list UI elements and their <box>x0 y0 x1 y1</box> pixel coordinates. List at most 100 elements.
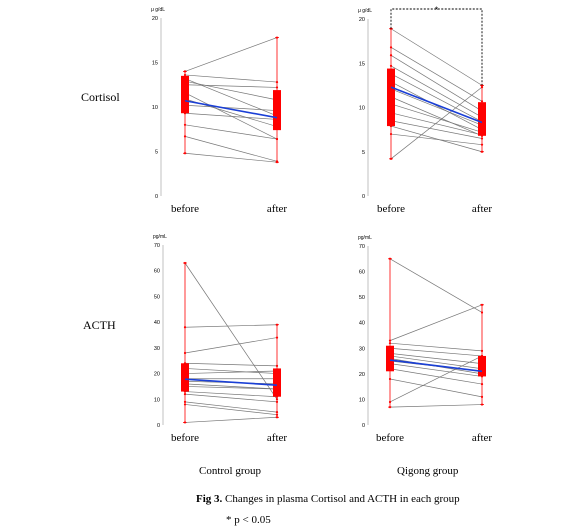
subject-line <box>390 133 483 146</box>
y-tick-label: 30 <box>154 346 160 352</box>
iqr-box <box>478 102 486 136</box>
y-tick-label: 40 <box>359 321 365 327</box>
subject-line <box>389 368 483 385</box>
subject-point <box>389 157 393 160</box>
subject-line <box>389 355 483 403</box>
row-label-acth: ACTH <box>83 318 116 332</box>
subject-line <box>389 378 483 398</box>
y-tick-label: 20 <box>359 372 365 378</box>
y-tick-label: 10 <box>359 106 365 112</box>
y-axis-unit-label: pg/mL <box>358 235 372 241</box>
subject-point <box>389 64 393 68</box>
subject-point <box>388 377 392 381</box>
x-category-label: after <box>267 203 287 215</box>
subject-point <box>275 86 279 89</box>
x-category-label: before <box>377 203 405 215</box>
subject-point <box>183 261 187 265</box>
subject-point <box>183 403 187 406</box>
y-tick-label: 5 <box>362 150 365 156</box>
subject-line <box>390 65 483 118</box>
subject-line <box>390 54 483 112</box>
y-tick-label: 0 <box>157 423 160 429</box>
subject-point <box>480 100 484 103</box>
subject-line <box>184 393 278 403</box>
y-tick-label: 50 <box>359 295 365 301</box>
subject-line <box>184 383 278 390</box>
subject-line <box>184 112 278 120</box>
subject-point <box>480 143 484 146</box>
y-tick-label: 15 <box>359 61 365 67</box>
subject-line <box>184 362 278 367</box>
y-tick-label: 70 <box>359 244 365 250</box>
subject-point <box>183 400 187 403</box>
y-axis-unit-label: μ g/dL <box>151 7 165 13</box>
subject-point <box>275 398 279 401</box>
y-tick-label: 20 <box>359 17 365 23</box>
group-label-control: Control group <box>199 465 262 477</box>
subject-line <box>184 136 278 162</box>
subject-line <box>184 84 278 88</box>
subject-line <box>389 353 483 364</box>
subject-line <box>184 80 278 101</box>
subject-point <box>388 406 392 409</box>
subject-line <box>184 124 278 140</box>
y-tick-label: 20 <box>154 372 160 378</box>
iqr-box <box>387 68 395 127</box>
subject-point <box>275 161 279 164</box>
iqr-box <box>386 345 394 372</box>
subject-line <box>184 416 278 423</box>
subject-line <box>184 104 278 111</box>
subject-line <box>390 103 483 133</box>
subject-line <box>184 386 278 390</box>
y-tick-label: 0 <box>362 423 365 429</box>
x-category-label: before <box>171 432 199 444</box>
subject-line <box>390 120 483 139</box>
subject-point <box>275 413 279 416</box>
subject-line <box>389 363 483 377</box>
x-category-label: after <box>472 432 492 444</box>
subject-line <box>389 258 483 313</box>
subject-point <box>275 364 279 367</box>
subject-line <box>184 368 278 374</box>
subject-point <box>388 339 392 342</box>
figure-caption-text: Changes in plasma Cortisol and ACTH in e… <box>225 493 460 505</box>
subject-point <box>183 393 187 396</box>
significance-note: * p < 0.05 <box>226 514 271 526</box>
subject-point <box>388 342 392 345</box>
subject-point <box>275 36 279 39</box>
y-tick-label: 40 <box>154 320 160 326</box>
significance-marker: * <box>435 5 439 15</box>
subject-line <box>184 337 278 354</box>
x-category-label: before <box>171 203 199 215</box>
chart-panel-cortisol-qigong: 0 5 10 15 20 μ g/dL before after * <box>358 5 492 215</box>
subject-point <box>183 351 187 355</box>
y-axis-unit-label: μ g/dL <box>358 8 372 14</box>
subject-point <box>480 395 484 398</box>
subject-line <box>184 262 278 400</box>
subject-point <box>275 400 279 403</box>
y-tick-label: 5 <box>155 150 158 156</box>
subject-line <box>390 88 483 126</box>
mean-line <box>390 86 483 124</box>
subject-point <box>275 336 279 339</box>
subject-line <box>184 401 278 413</box>
subject-point <box>389 54 393 57</box>
y-tick-label: 50 <box>154 294 160 300</box>
subject-line <box>184 37 278 72</box>
subject-line <box>389 347 483 357</box>
subject-point <box>183 135 187 138</box>
subject-line <box>390 125 483 153</box>
iqr-box <box>181 363 189 392</box>
subject-line <box>184 74 278 83</box>
y-tick-label: 30 <box>359 346 365 352</box>
subject-point <box>183 152 187 155</box>
iqr-box <box>181 75 189 114</box>
subject-line <box>184 152 278 163</box>
subject-point <box>183 326 187 329</box>
subject-point <box>183 421 187 424</box>
subject-line <box>184 391 278 398</box>
subject-point <box>275 416 279 419</box>
significance-bracket <box>390 8 483 86</box>
subject-point <box>275 323 279 326</box>
